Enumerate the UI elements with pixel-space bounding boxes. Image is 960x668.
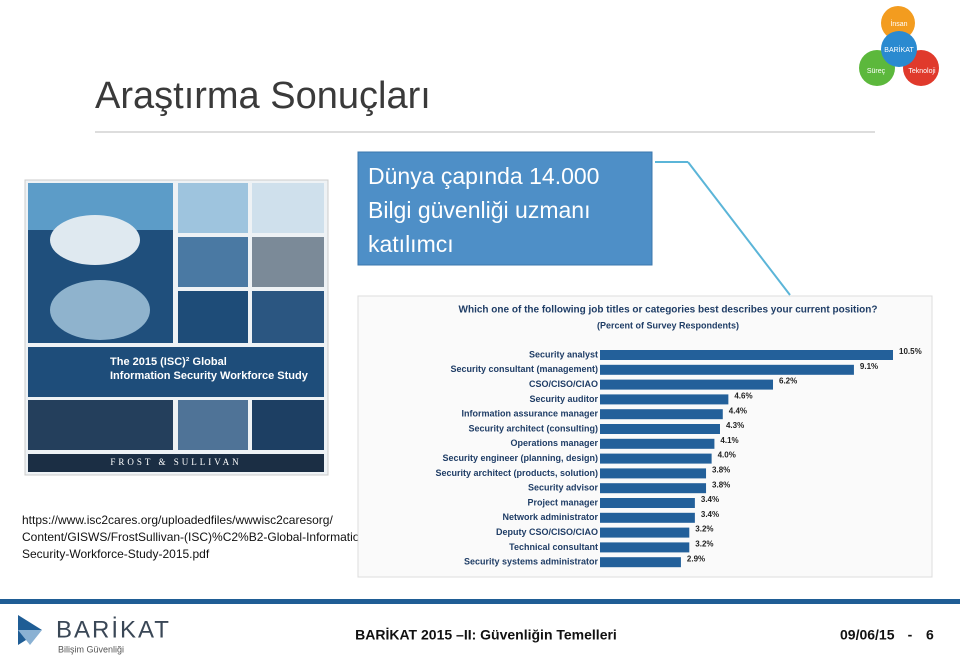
chart-subtitle: (Percent of Survey Respondents) [597,320,739,330]
cover-footer [28,454,324,472]
cover-title: Information Security Workforce Study [110,370,309,382]
callout-line: Bilgi güvenliği uzmanı [368,197,590,223]
value-label: 4.1% [720,436,738,445]
source-text: https://www.isc2cares.org/uploadedfiles/… [22,513,370,561]
logo-circle [881,31,917,67]
bar [600,453,712,464]
category-label: Technical consultant [509,542,598,552]
category-label: Deputy CSO/CISO/CIAO [496,527,598,537]
footer-center: BARİKAT 2015 –II: Güvenliğin Temelleri [355,627,617,643]
logo-text: Teknoloji [908,68,936,75]
source-line: Security-Workforce-Study-2015.pdf [22,547,210,561]
bar [600,350,893,360]
category-label: Security architect (consulting) [468,423,598,433]
footer-page: 6 [926,627,934,643]
value-label: 3.8% [712,466,730,475]
bar [600,557,681,568]
cover-tile [178,291,248,343]
value-label: 6.2% [779,377,797,386]
bar [600,542,690,553]
bar [600,512,695,523]
callout-line: katılımcı [368,231,454,257]
connector [687,161,791,296]
footer-brand-sub: Bilişim Güvenliği [58,644,124,654]
category-label: Security advisor [528,483,599,493]
category-label: Security analyst [529,349,598,359]
cover-tile [178,237,248,287]
value-label: 4.6% [734,392,752,401]
value-label: 9.1% [860,362,878,371]
cover-tile [28,400,173,450]
cover-band [28,347,324,397]
cover-text: The 2015 (ISC)² Global Information Securi… [110,356,309,382]
logo-text: BARİKAT [884,45,914,54]
bar [600,409,723,420]
cover-tile [252,183,324,233]
value-label: 4.4% [729,406,747,415]
bar [600,483,707,494]
cover-publisher: FROST & SULLIVAN [110,457,241,467]
iceberg [50,215,140,265]
bar [600,424,720,434]
footer-separator: - [908,627,913,643]
callout-box [357,151,653,266]
callout-line: Dünya çapında 14.000 [368,163,599,189]
chart: Which one of the following job titles or… [435,305,922,568]
category-label: Information assurance manager [461,409,598,419]
bar [600,379,774,390]
value-label: 3.8% [712,480,730,489]
category-label: Security architect (products, solution) [435,468,598,478]
slide-title: Araştırma Sonuçları [95,75,431,117]
category-label: Project manager [527,497,598,507]
cover-tile [252,237,324,287]
category-label: Network administrator [502,512,598,522]
category-label: Operations manager [510,438,598,448]
bar [600,364,854,375]
value-label: 4.3% [726,421,744,430]
footer-brand: BARİKAT [56,616,171,643]
logo-text: Süreç [867,68,886,75]
value-label: 3.2% [695,525,713,534]
value-label: 4.0% [718,451,736,460]
bar [600,468,707,479]
cover-tile [178,183,248,233]
category-label: Security systems administrator [464,557,599,567]
bar [600,527,690,538]
source-line: https://www.isc2cares.org/uploadedfiles/… [22,513,333,527]
cover-tile [252,291,324,343]
logo-text: İnsan [890,19,907,28]
value-label: 3.2% [695,540,713,549]
category-label: Security auditor [529,394,598,404]
bar [600,438,715,449]
category-label: CSO/CISO/CIAO [529,379,598,389]
value-label: 3.4% [701,510,719,519]
bar [600,498,695,508]
category-label: Security consultant (management) [450,364,598,374]
category-label: Security engineer (planning, design) [442,453,598,463]
footer-date: 09/06/15 [840,627,895,643]
cover-title: The 2015 (ISC)² Global [110,356,227,368]
bar [600,394,729,405]
logo-circle [881,6,915,40]
source-line: Content/GISWS/FrostSullivan-(ISC)%C2%B2-… [22,530,370,544]
value-label: 2.9% [687,554,705,563]
footer-rule [0,599,960,604]
brand-mark [18,630,42,645]
cover-tile [178,400,248,450]
chart-title: Which one of the following job titles or… [459,305,878,316]
value-label: 10.5% [899,347,922,356]
callout-text: Dünya çapında 14.000 Bilgi güvenliği uzma… [368,163,599,257]
cover-tile [252,400,324,450]
iceberg [50,280,150,340]
value-label: 3.4% [701,495,719,504]
